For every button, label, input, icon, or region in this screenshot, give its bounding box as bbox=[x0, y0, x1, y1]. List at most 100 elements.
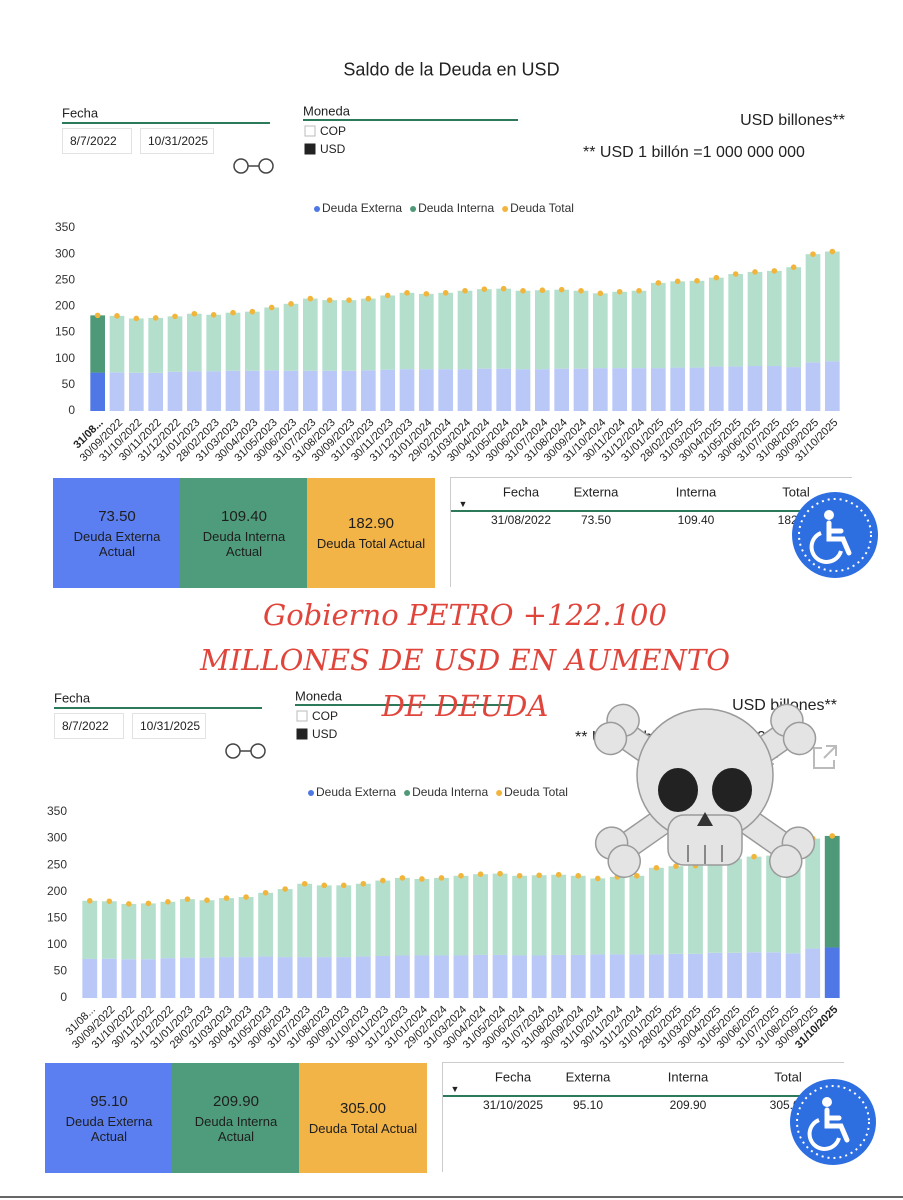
total-dot bbox=[536, 872, 542, 879]
bar-segment bbox=[766, 952, 782, 998]
bar-segment bbox=[492, 873, 508, 955]
title: Saldo de la Deuda en USD bbox=[343, 59, 560, 80]
header-underline bbox=[443, 1095, 803, 1097]
total-dot bbox=[340, 882, 347, 889]
total-dot bbox=[810, 251, 816, 257]
total-dot bbox=[634, 872, 640, 879]
total-dot bbox=[133, 315, 140, 322]
total-dot bbox=[555, 871, 562, 878]
kpi-card: 73.50 Deuda Externa Actual bbox=[53, 478, 181, 588]
checkbox-label: USD bbox=[312, 727, 338, 741]
total-dot bbox=[126, 901, 132, 907]
bar-segment bbox=[219, 898, 234, 958]
slider-handle[interactable] bbox=[225, 743, 241, 759]
total-dot bbox=[262, 889, 269, 896]
unit-note: ** USD 1 billón =1 000 000 000 bbox=[575, 729, 797, 746]
bar-segment bbox=[531, 955, 547, 998]
total-dot bbox=[438, 875, 445, 881]
bar-segment bbox=[688, 865, 703, 954]
total-dot bbox=[106, 898, 113, 905]
total-dot bbox=[462, 287, 468, 294]
bar-segment bbox=[554, 368, 570, 411]
bar-segment bbox=[297, 957, 313, 998]
filter-label: Moneda bbox=[295, 688, 342, 704]
kpi-value: 109.40 bbox=[221, 507, 267, 525]
bar-segment bbox=[650, 368, 666, 411]
checkbox[interactable] bbox=[304, 143, 316, 155]
bar-segment bbox=[689, 280, 705, 368]
y-tick-label: 250 bbox=[55, 272, 75, 286]
bar-segment bbox=[341, 300, 357, 371]
checkbox[interactable] bbox=[304, 125, 316, 137]
bar-segment bbox=[746, 856, 762, 953]
bar-segment bbox=[766, 855, 782, 953]
total-dot bbox=[365, 295, 372, 302]
bar-segment bbox=[258, 956, 274, 998]
slider-handle[interactable] bbox=[233, 158, 249, 174]
bar-segment bbox=[473, 874, 488, 955]
bar-segment bbox=[283, 303, 299, 371]
kpi-value: 95.10 bbox=[90, 1092, 128, 1110]
bar-segment bbox=[786, 367, 802, 411]
kpi-label: Deuda Externa Actual bbox=[65, 1113, 153, 1144]
slider-handle[interactable] bbox=[250, 743, 266, 759]
date-input: 8/7/2022 bbox=[54, 713, 124, 739]
total-dot bbox=[384, 292, 391, 299]
export-icon[interactable] bbox=[813, 745, 837, 769]
y-tick-label: 100 bbox=[55, 351, 75, 365]
total-dot bbox=[712, 859, 718, 866]
total-dot bbox=[636, 287, 642, 294]
total-dot bbox=[380, 877, 386, 884]
bar-segment bbox=[824, 835, 840, 948]
total-dot bbox=[442, 290, 449, 296]
bar-segment bbox=[219, 957, 234, 998]
total-dot bbox=[751, 853, 757, 860]
total-dot bbox=[307, 295, 314, 302]
bar-segment bbox=[90, 372, 106, 411]
bar-segment bbox=[531, 875, 547, 956]
bar-segment bbox=[414, 878, 430, 956]
total-dot bbox=[419, 876, 425, 882]
total-dot bbox=[326, 297, 333, 303]
legend-marker bbox=[496, 790, 503, 796]
bar-segment bbox=[399, 369, 415, 411]
bar-segment bbox=[457, 290, 473, 370]
checkbox[interactable] bbox=[296, 710, 308, 722]
bar-segment bbox=[592, 293, 608, 369]
filter-icon[interactable] bbox=[760, 749, 782, 765]
bar-segment bbox=[264, 370, 280, 411]
total-dot bbox=[301, 880, 308, 887]
bar-segment bbox=[186, 371, 202, 411]
unit-label: USD billones** bbox=[732, 697, 837, 714]
slider-handle[interactable] bbox=[258, 158, 274, 174]
bar-segment bbox=[648, 867, 664, 955]
bar-segment bbox=[160, 901, 176, 959]
bar-segment bbox=[167, 371, 183, 411]
kpi-value: 209.90 bbox=[213, 1092, 259, 1110]
bar-segment bbox=[573, 368, 589, 411]
kpi-card: 182.90 Deuda Total Actual bbox=[307, 478, 435, 588]
total-dot bbox=[594, 875, 601, 882]
bar-segment bbox=[609, 876, 625, 955]
filter-label: Moneda bbox=[303, 103, 350, 119]
bar-segment bbox=[375, 880, 391, 957]
bar-segment bbox=[380, 369, 396, 411]
bar-segment bbox=[264, 307, 280, 371]
legend-marker bbox=[410, 206, 417, 212]
y-tick-label: 300 bbox=[55, 246, 75, 260]
total-dot bbox=[191, 310, 198, 317]
bar-segment bbox=[140, 959, 156, 998]
bar-segment bbox=[186, 313, 202, 372]
kpi-value: 305.00 bbox=[340, 1100, 386, 1117]
checkbox[interactable] bbox=[296, 728, 308, 740]
bar-segment bbox=[82, 958, 98, 998]
y-tick-label: 150 bbox=[55, 325, 75, 339]
total-dot bbox=[829, 248, 836, 255]
total-dot bbox=[210, 311, 217, 318]
bar-segment bbox=[668, 953, 684, 998]
y-tick-label: 300 bbox=[47, 831, 67, 845]
bar-segment bbox=[360, 298, 376, 371]
bar-segment bbox=[206, 314, 222, 372]
y-tick-label: 0 bbox=[68, 403, 75, 417]
